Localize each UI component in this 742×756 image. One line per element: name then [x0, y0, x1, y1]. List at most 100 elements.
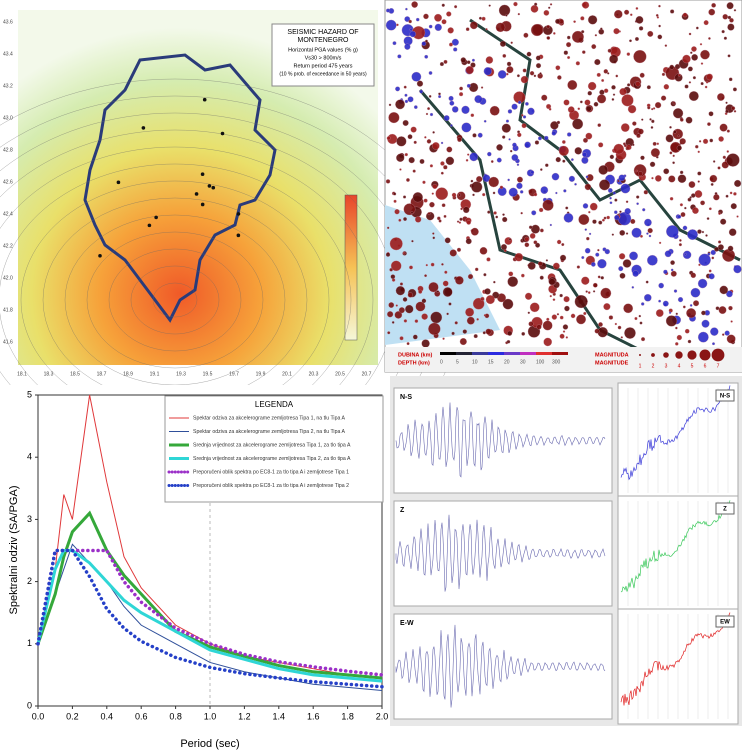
- epicenter: [700, 62, 704, 65]
- epicenter: [428, 71, 433, 75]
- epicenter: [428, 282, 439, 293]
- epicenter: [409, 265, 413, 270]
- y-axis-label: Spektralni odziv (SA/PGA): [8, 486, 20, 615]
- city: [147, 223, 152, 228]
- epicenter: [529, 233, 536, 239]
- depth-swatch: [456, 352, 472, 355]
- epicenter: [618, 174, 626, 182]
- epicenter: [460, 57, 467, 63]
- epicenter: [495, 215, 499, 219]
- epicenter: [674, 63, 681, 70]
- epicenter: [440, 171, 444, 175]
- epicenter: [689, 304, 693, 307]
- epicenter: [432, 183, 438, 190]
- epicenter: [622, 259, 632, 268]
- epicenter: [639, 321, 643, 325]
- epicenter: [427, 107, 431, 111]
- contour: [108, 248, 242, 352]
- epicenter: [626, 144, 632, 151]
- epicenter: [392, 41, 397, 46]
- epicenter: [587, 81, 597, 91]
- epicenter: [617, 325, 622, 330]
- epicenter: [558, 145, 569, 156]
- epicenter: [592, 219, 597, 224]
- country-border: [83, 53, 277, 323]
- epicenter: [393, 199, 397, 203]
- epicenter: [577, 107, 581, 111]
- trace-label: E-W: [400, 620, 414, 627]
- epicenter: [682, 250, 692, 260]
- epicenter: [670, 260, 675, 266]
- epicenter: [405, 7, 408, 11]
- epicenter: [574, 182, 577, 186]
- epicenter: [493, 211, 497, 215]
- depth-tick: 30: [520, 359, 526, 365]
- epicenter: [658, 4, 661, 8]
- epicenter: [442, 287, 453, 297]
- epicenter: [582, 137, 588, 143]
- records-panel: N-S N-S Z Z E-W EW: [390, 376, 742, 726]
- epicenter: [418, 289, 423, 294]
- epicenter: [636, 202, 639, 206]
- epicenter: [559, 293, 563, 298]
- x-tick-label: 1.2: [238, 711, 251, 721]
- epicenter: [435, 187, 449, 200]
- epicenter: [537, 261, 543, 266]
- epicenter: [508, 187, 518, 197]
- epicenter: [619, 272, 626, 279]
- epicenter: [690, 51, 693, 54]
- epicenter: [614, 322, 618, 326]
- epicenter: [727, 245, 734, 252]
- epicenter: [474, 95, 483, 104]
- epicenter: [672, 128, 684, 140]
- epicenter: [680, 212, 686, 218]
- epicenter: [465, 66, 474, 75]
- epicenter: [440, 141, 444, 145]
- epicenter: [411, 1, 418, 8]
- epicenter: [482, 331, 486, 335]
- city: [200, 202, 205, 207]
- epicenter: [708, 37, 711, 40]
- epicenter: [446, 146, 453, 153]
- epicenter: [403, 217, 408, 221]
- x-tick-label: 2.0: [376, 711, 389, 721]
- epicenter: [592, 290, 596, 293]
- legend-label: Srednja vrijednost za akcelerograme zeml…: [193, 442, 351, 448]
- epicenter: [413, 140, 417, 144]
- epicenter: [647, 106, 651, 110]
- epicenter: [386, 136, 391, 141]
- epicenter: [403, 319, 408, 323]
- epicenter: [529, 71, 535, 76]
- epicenter: [399, 282, 404, 286]
- epicenter: [507, 330, 513, 336]
- epicenter: [387, 311, 394, 318]
- epicenter: [621, 94, 634, 107]
- epicenter: [407, 96, 414, 103]
- epicenter: [700, 82, 704, 86]
- epicenter: [459, 338, 467, 346]
- epicenter: [425, 263, 428, 267]
- epicenter: [489, 105, 500, 116]
- epicenter: [614, 214, 620, 221]
- x-tick-label: 0.6: [135, 711, 148, 721]
- epicenter: [517, 132, 522, 138]
- epicenter: [396, 153, 405, 162]
- epicenter: [596, 72, 601, 77]
- magnitude-tick: 7: [717, 363, 720, 369]
- epicenter: [722, 248, 736, 262]
- epicenter: [597, 248, 600, 252]
- epicenter: [528, 321, 534, 327]
- trace-frame: [393, 613, 613, 720]
- epicenter: [624, 327, 636, 339]
- epicenter: [579, 100, 583, 104]
- epicenter: [717, 93, 725, 101]
- epicenter: [688, 81, 692, 84]
- epicenter: [661, 72, 666, 77]
- epicenter: [521, 123, 527, 129]
- epicenter: [385, 8, 391, 13]
- epicenter: [726, 2, 734, 10]
- epicenter: [676, 145, 682, 151]
- spectrum: [620, 500, 731, 593]
- epicenter: [443, 115, 450, 122]
- epicenter: [466, 83, 471, 88]
